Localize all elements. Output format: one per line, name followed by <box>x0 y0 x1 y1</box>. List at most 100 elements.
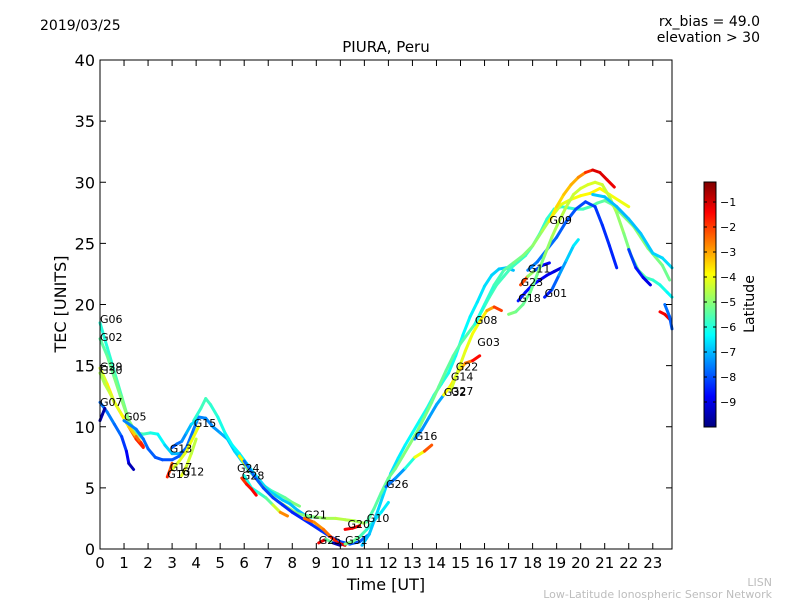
series-23-segment <box>403 455 417 470</box>
x-tick-label: 2 <box>143 554 153 572</box>
series-33-segment <box>658 283 669 294</box>
series-34-segment <box>615 205 631 221</box>
series-27-segment <box>608 193 621 203</box>
series-26-segment <box>449 369 460 392</box>
series-26-segment <box>471 320 482 336</box>
series-34-segment <box>591 193 607 199</box>
satellite-label: G11 <box>528 263 551 276</box>
series-21-segment <box>447 354 458 375</box>
series-22-segment <box>372 491 383 511</box>
series-23-segment <box>423 443 434 453</box>
series-19-segment <box>350 524 362 530</box>
satellite-label: G05 <box>124 411 147 424</box>
series-21-segment <box>396 443 407 460</box>
series-7-segment <box>134 427 145 441</box>
series-27-segment <box>492 268 506 287</box>
series-16-segment <box>271 496 285 507</box>
series-25-segment <box>442 383 453 397</box>
series-22-segment <box>401 442 412 458</box>
satellite-label: G18 <box>518 292 541 305</box>
series-23-segment <box>384 476 398 489</box>
series-8-segment <box>199 397 208 410</box>
colorbar-tick-label: −5 <box>720 296 736 309</box>
series-34-segment <box>627 217 643 236</box>
series-29-segment <box>540 261 551 267</box>
satellite-label: G12 <box>182 466 205 479</box>
colorbar-tick-label: −1 <box>720 196 736 209</box>
series-2-segment <box>163 443 174 456</box>
series-32-segment <box>555 193 566 209</box>
series-31-segment <box>557 259 568 277</box>
satellite-label: G23 <box>521 276 544 289</box>
series-34-segment <box>603 195 619 209</box>
series-22-segment <box>379 476 390 495</box>
series-29-segment <box>519 274 530 287</box>
series-17-segment <box>322 527 333 539</box>
x-tick-label: 15 <box>451 554 470 572</box>
series-14-segment <box>264 496 275 507</box>
series-8-segment <box>192 406 203 423</box>
series-17 <box>302 516 347 547</box>
series-2-segment <box>156 432 167 447</box>
series-7-segment <box>218 431 229 441</box>
series-34-segment <box>660 256 674 270</box>
series-7-segment <box>185 427 196 449</box>
x-tick-label: 11 <box>355 554 374 572</box>
x-tick-label: 14 <box>427 554 446 572</box>
series-21-segment <box>418 406 429 423</box>
y-tick-label: 20 <box>75 296 95 315</box>
series-19 <box>343 524 362 531</box>
colorbar-tick-label: −8 <box>720 371 736 384</box>
x-tick-label: 19 <box>547 554 566 572</box>
series-33-segment <box>535 254 547 276</box>
series-27-segment <box>502 261 515 272</box>
series-28-segment <box>516 290 527 303</box>
series-2-segment <box>112 376 124 402</box>
x-tick-label: 6 <box>239 554 249 572</box>
series-18 <box>317 537 342 547</box>
series-33-segment <box>528 272 539 294</box>
series-30-segment <box>593 205 604 227</box>
series-16-segment <box>290 510 304 520</box>
y-tick-label: 15 <box>75 357 95 376</box>
satellite-label: G08 <box>475 314 498 327</box>
series-21-segment <box>490 267 501 277</box>
series-22-segment <box>437 369 448 388</box>
x-tick-label: 17 <box>499 554 518 572</box>
x-tick-label: 21 <box>595 554 614 572</box>
satellite-label: G27 <box>451 385 474 398</box>
x-tick-label: 9 <box>312 554 322 572</box>
y-tick-label: 40 <box>75 51 95 70</box>
colorbar-tick-label: −9 <box>720 396 736 409</box>
x-tick-label: 8 <box>287 554 297 572</box>
series-24-segment <box>435 393 446 407</box>
series-6-segment <box>100 406 107 416</box>
series-32-segment <box>569 175 580 187</box>
series-7-segment <box>146 447 157 459</box>
satellite-label: G29 <box>100 361 123 374</box>
series-15-segment <box>249 487 258 497</box>
series-30-segment <box>584 200 597 209</box>
y-tick-label: 10 <box>75 418 95 437</box>
satellite-label: G32 <box>444 386 467 399</box>
series-24-segment <box>420 415 431 431</box>
x-tick-label: 1 <box>119 554 129 572</box>
series-7-segment <box>122 419 138 431</box>
series-4-segment <box>139 441 145 448</box>
series-21-segment <box>367 513 378 536</box>
series-27 <box>473 186 631 326</box>
series-22-segment <box>386 466 398 480</box>
series-33-segment <box>572 186 583 196</box>
series-8-segment <box>230 443 241 456</box>
series-22-segment <box>430 384 441 404</box>
colorbar-tick-label: −6 <box>720 321 736 334</box>
series-21-segment <box>468 300 479 319</box>
y-tick-label: 25 <box>75 234 95 253</box>
series-5-segment <box>105 410 116 426</box>
satellite-label: G14 <box>451 370 474 383</box>
x-tick-label: 23 <box>643 554 662 572</box>
series-22-segment <box>495 274 506 287</box>
series-21-segment <box>475 284 486 304</box>
series-11-segment <box>185 452 193 468</box>
